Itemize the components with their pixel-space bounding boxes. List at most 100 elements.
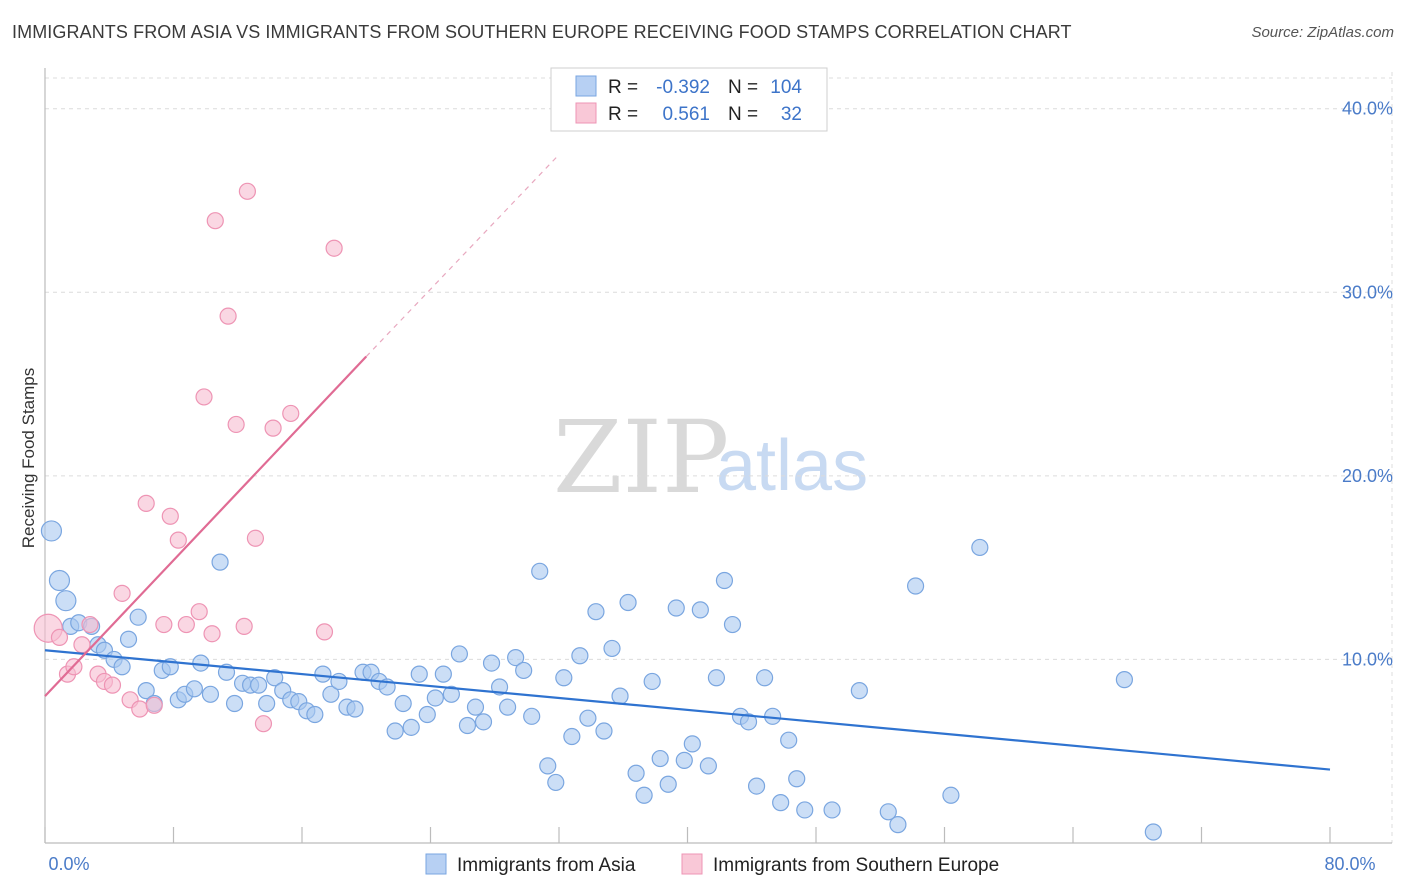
asia-point-27 [258,694,276,713]
asia-point-97 [879,803,897,821]
y-tick-label-3: 40.0% [1342,99,1393,119]
asia-point-49 [434,665,452,683]
asia-point-26 [250,676,268,694]
asia-point-82 [699,757,717,775]
southern-europe-point-19 [195,388,213,406]
asia-point-60 [523,707,541,725]
correlation-legend: R = -0.392 N = 104 R = 0.561 N = 32 [550,67,828,132]
asia-point-76 [651,749,669,768]
asia-point-58 [507,648,525,667]
asia-point-56 [490,678,509,696]
asia-point-95 [823,801,841,819]
southern-europe-point-11 [131,700,149,718]
asia-point-20 [201,685,220,703]
asia-point-66 [571,647,589,665]
asia-point-21 [211,553,229,571]
asia-point-71 [611,687,629,705]
southern-europe-point-16 [169,531,187,549]
southern-europe-point-9 [113,584,131,602]
axes [44,68,1392,844]
asia-point-80 [683,735,701,753]
southern-europe-point-30 [315,623,334,641]
asia-point-103 [1144,823,1162,841]
asia-point-78 [667,599,685,617]
legend-swatch-asia [575,75,597,97]
legend-n-label-southern-europe: N = [728,104,758,125]
asia-point-43 [386,722,404,740]
watermark-zip: ZIP [553,399,729,516]
southern-europe-point-1 [50,628,69,647]
southern-europe-point-26 [246,529,265,547]
asia-point-67 [579,709,597,727]
y-tick-labels: 10.0% 20.0% 30.0% 40.0% [1342,99,1393,670]
asia-point-48 [426,689,444,707]
chart-title: IMMIGRANTS FROM ASIA VS IMMIGRANTS FROM … [12,22,1072,42]
asia-point-83 [707,669,726,687]
southern-europe-point-8 [103,676,122,694]
asia-point-53 [466,698,485,716]
southern-europe-trend-line [44,355,368,697]
series-legend-label-southern-europe: Immigrants from Southern Europe [713,855,999,876]
asia-point-81 [691,601,709,619]
asia-point-61 [531,562,549,580]
asia-point-96 [850,682,868,700]
asia-point-102 [1115,671,1134,689]
southern-europe-point-18 [190,603,208,621]
asia-point-101 [971,538,989,557]
legend-r-value-asia: -0.392 [656,77,710,98]
y-tick-label-2: 30.0% [1342,282,1393,302]
asia-point-46 [410,665,428,683]
asia-point-34 [314,665,332,683]
asia-point-11 [129,608,147,626]
y-tick-label-1: 20.0% [1342,466,1393,486]
asia-point-91 [772,794,790,812]
asia-point-33 [306,705,324,724]
asia-point-68 [587,603,605,621]
southern-europe-point-20 [203,625,221,643]
source-label: Source: ZipAtlas.com [1251,24,1394,41]
asia-point-12 [137,682,155,700]
asia-point-62 [539,757,557,775]
legend-n-value-southern-europe: 32 [781,104,802,125]
southern-europe-point-12 [137,494,155,512]
southern-europe-point-23 [227,415,245,434]
asia-point-74 [635,786,653,804]
asia-point-10 [119,630,138,648]
asia-point-84 [715,571,734,590]
legend-n-value-asia: 104 [770,77,802,98]
asia-point-35 [322,685,340,703]
asia-point-1 [48,569,71,592]
southern-europe-point-14 [155,615,173,634]
asia-point-38 [346,700,364,718]
southern-europe-point-24 [235,617,253,635]
southern-europe-point-5 [81,615,99,634]
legend-r-label-southern-europe: R = [608,104,638,125]
asia-point-52 [458,716,477,735]
legend-swatch-southern-europe [575,102,597,124]
asia-point-44 [394,694,412,713]
legend-n-label-asia: N = [728,77,758,98]
asia-point-72 [619,593,637,612]
asia-point-93 [788,770,806,788]
southern-europe-point-25 [238,182,256,200]
asia-point-55 [482,654,501,672]
southern-europe-point-15 [161,507,179,525]
asia-point-0 [40,520,63,542]
asia-point-23 [225,694,244,713]
southern-europe-point-21 [206,212,224,230]
southern-europe-point-31 [325,239,343,257]
asia-point-100 [942,786,960,804]
y-tick-label-0: 10.0% [1342,649,1393,669]
x-tick-labels: 0.0% 80.0% [48,854,1375,874]
watermark-atlas: atlas [716,426,868,506]
asia-point-64 [555,669,573,687]
asia-point-69 [595,722,613,740]
asia-point-57 [499,698,517,716]
data-points [33,182,1162,841]
asia-point-87 [739,713,758,731]
legend-r-value-southern-europe: 0.561 [662,104,710,125]
series-legend-swatch-southern-europe [681,853,703,875]
asia-point-77 [659,775,677,793]
legend-r-label-asia: R = [608,77,638,98]
